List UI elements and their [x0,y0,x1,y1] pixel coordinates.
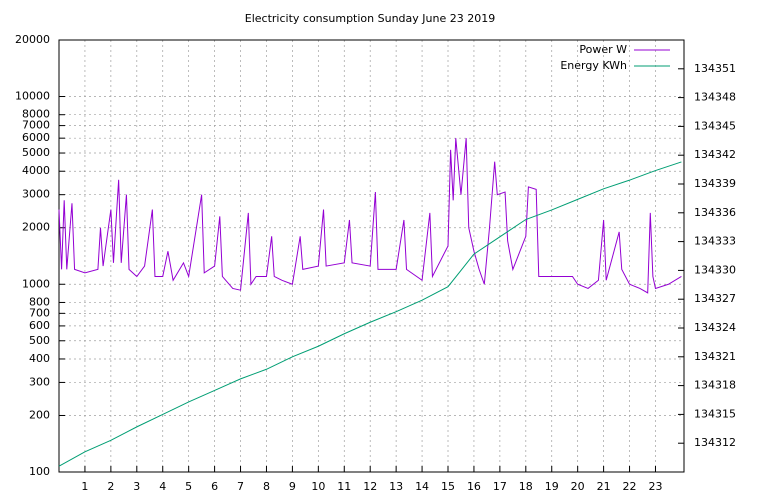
legend-label: Energy KWh [560,59,627,72]
y-tick-label: 4000 [22,164,50,177]
y-tick-label: 10000 [15,90,50,103]
x-tick-label: 15 [441,480,455,493]
x-tick-label: 5 [185,480,192,493]
x-tick-label: 4 [159,480,166,493]
y-tick-label: 100 [29,465,50,478]
y-tick-label: 500 [29,334,50,347]
y2-tick-label: 134315 [694,407,736,420]
y2-tick-label: 134339 [694,177,736,190]
x-tick-label: 22 [623,480,637,493]
y2-tick-label: 134330 [694,263,736,276]
y2-tick-label: 134312 [694,436,736,449]
y-tick-label: 200 [29,408,50,421]
y2-tick-label: 134336 [694,206,736,219]
y-tick-label: 1000 [22,277,50,290]
y2-tick-label: 134342 [694,148,736,161]
legend-label: Power W [579,43,627,56]
y2-tick-label: 134345 [694,119,736,132]
x-tick-label: 10 [311,480,325,493]
x-tick-label: 23 [648,480,662,493]
x-tick-label: 11 [337,480,351,493]
y-tick-label: 300 [29,375,50,388]
chart-title: Electricity consumption Sunday June 23 2… [245,12,495,25]
x-tick-label: 18 [519,480,533,493]
y2-tick-label: 134318 [694,379,736,392]
x-tick-label: 12 [363,480,377,493]
x-tick-label: 9 [289,480,296,493]
x-tick-label: 8 [263,480,270,493]
y-tick-label: 400 [29,352,50,365]
x-tick-label: 16 [467,480,481,493]
x-tick-label: 19 [545,480,559,493]
x-tick-label: 21 [597,480,611,493]
y2-tick-label: 134324 [694,321,736,334]
x-tick-label: 6 [211,480,218,493]
y-tick-label: 5000 [22,146,50,159]
x-tick-label: 3 [133,480,140,493]
x-tick-label: 7 [237,480,244,493]
x-tick-label: 14 [415,480,429,493]
y-tick-label: 20000 [15,33,50,46]
y-tick-label: 700 [29,306,50,319]
series-line [58,138,682,294]
y2-tick-label: 134333 [694,235,736,248]
y-tick-label: 800 [29,295,50,308]
y2-tick-label: 134327 [694,292,736,305]
x-tick-label: 2 [107,480,114,493]
y-tick-label: 600 [29,319,50,332]
series-line [58,161,682,467]
x-tick-label: 20 [571,480,585,493]
x-tick-label: 17 [493,480,507,493]
plot-border [58,39,685,473]
y-tick-label: 2000 [22,221,50,234]
x-tick-label: 13 [389,480,403,493]
y-tick-label: 6000 [22,131,50,144]
y2-tick-label: 134351 [694,62,736,75]
y2-tick-label: 134348 [694,91,736,104]
x-tick-label: 1 [81,480,88,493]
y2-tick-label: 134321 [694,350,736,363]
y-tick-label: 7000 [22,119,50,132]
y-tick-label: 8000 [22,108,50,121]
y-tick-label: 3000 [22,188,50,201]
